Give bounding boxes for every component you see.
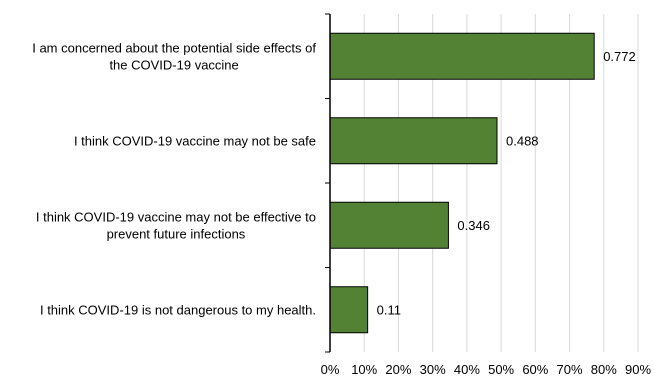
bar [329,286,369,334]
y-axis [325,13,331,353]
x-tick-label: 50% [488,362,514,377]
x-tick-label: 40% [454,362,480,377]
x-tick-label: 0% [321,362,340,377]
x-tick-label: 20% [385,362,411,377]
category-label: I am concerned about the potential side … [32,40,316,72]
data-label: 0.346 [457,218,490,233]
data-labels: 0.772 0.488 0.346 0.11 [377,49,636,318]
x-tick-label: 80% [591,362,617,377]
x-tick-labels: 0% 10% 20% 30% 40% 50% 60% 70% 80% 90% [321,362,652,377]
bar [329,32,595,80]
x-tick-label: 30% [420,362,446,377]
data-label: 0.488 [506,133,539,148]
x-tick-label: 10% [351,362,377,377]
data-label: 0.772 [603,49,636,64]
bar [329,117,498,165]
x-tick-label: 90% [625,362,651,377]
data-label: 0.11 [377,302,401,317]
x-tick-label: 70% [557,362,583,377]
category-label: I think COVID-19 vaccine may not be effe… [36,209,316,241]
category-label: I think COVID-19 is not dangerous to my … [40,302,316,317]
category-labels: I am concerned about the potential side … [32,40,316,317]
bars [329,32,595,334]
category-label: I think COVID-19 vaccine may not be safe [74,133,316,148]
x-tick-label: 60% [522,362,548,377]
bar [329,201,449,249]
